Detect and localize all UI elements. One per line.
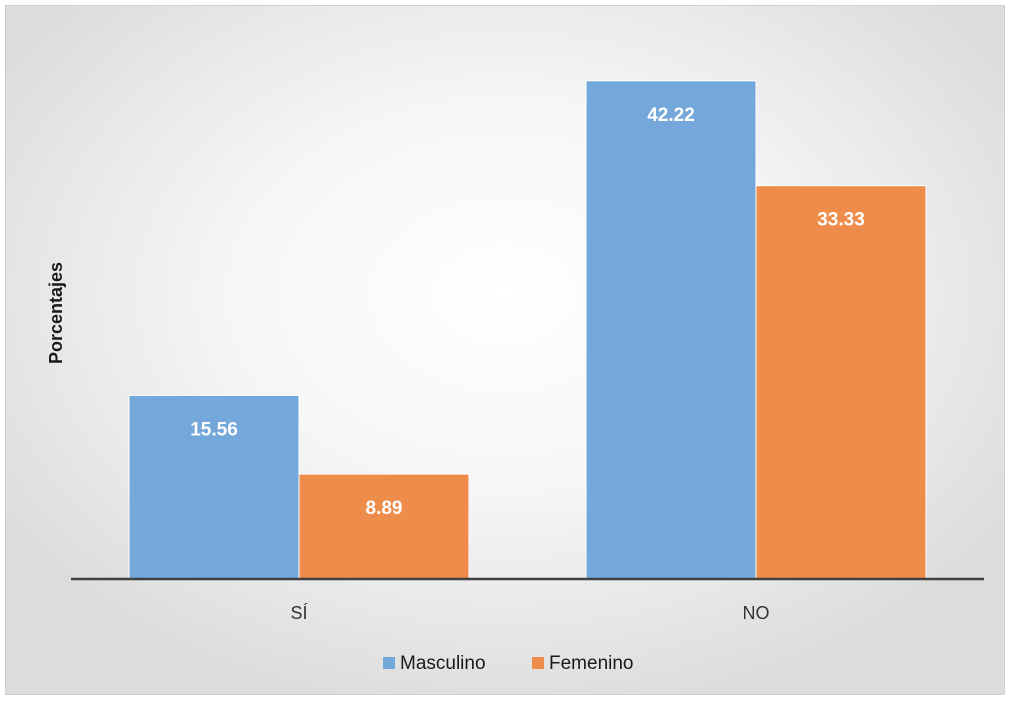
y-axis-label: Porcentajes xyxy=(46,262,66,364)
bar-masculino-2 xyxy=(585,80,757,580)
data-label-masculino-2: 42.22 xyxy=(647,105,695,126)
data-label-femenino-1: 8.89 xyxy=(366,498,403,519)
data-label-femenino-2: 33.33 xyxy=(817,210,865,231)
x-tick-label-1: SÍ xyxy=(290,603,307,623)
legend-swatch-femenino xyxy=(532,657,544,669)
bar-masculino-1 xyxy=(128,394,300,580)
x-tick-label-2: NO xyxy=(743,603,770,623)
legend-swatch-masculino xyxy=(383,657,395,669)
legend: Masculino Femenino xyxy=(383,653,634,674)
legend-label-femenino: Femenino xyxy=(549,653,634,674)
legend-label-masculino: Masculino xyxy=(400,653,486,674)
bar-femenino-1 xyxy=(298,473,470,580)
bar-chart: Porcentajes 15.56 8.89 42.22 33.33 SÍ NO Mas… xyxy=(46,80,984,674)
bar-femenino-2 xyxy=(755,185,927,580)
data-label-masculino-1: 15.56 xyxy=(190,419,238,440)
x-axis-ticks: SÍ NO xyxy=(290,603,769,623)
bars-layer: 15.56 8.89 42.22 33.33 xyxy=(128,80,927,580)
chart-area: Porcentajes 15.56 8.89 42.22 33.33 SÍ NO Mas… xyxy=(5,5,1005,695)
